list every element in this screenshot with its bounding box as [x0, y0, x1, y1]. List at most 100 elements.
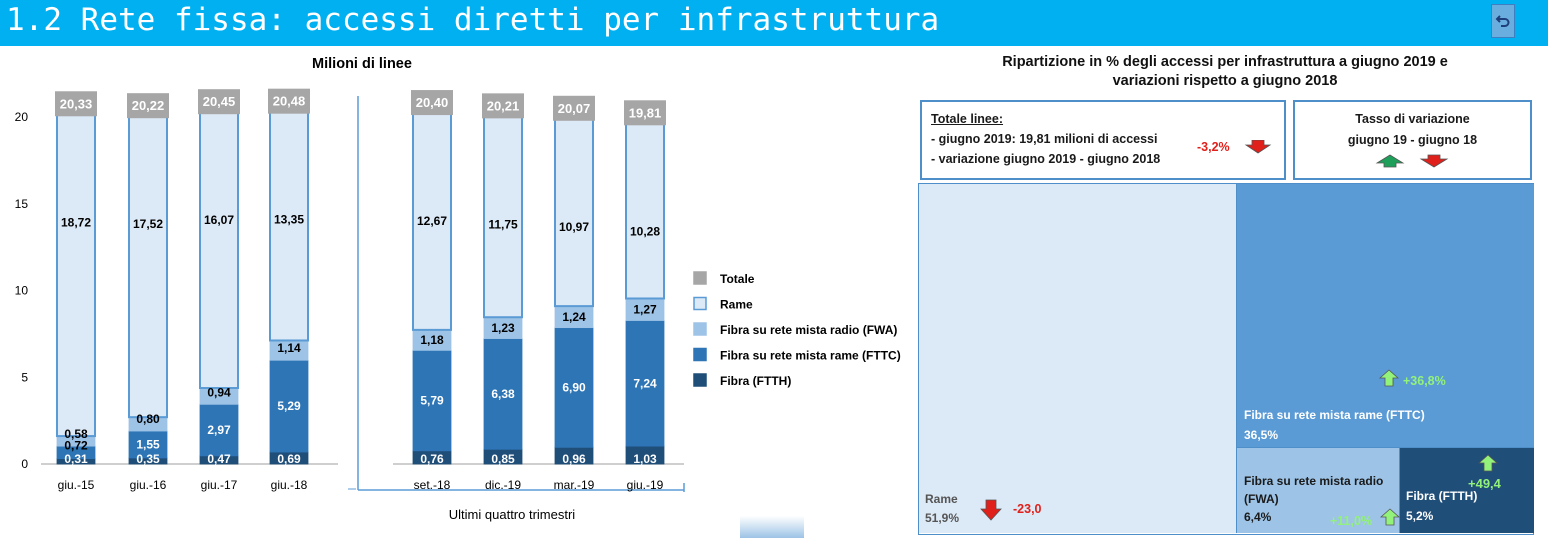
total-box [268, 88, 310, 114]
bar-value-label: 2,97 [207, 423, 231, 437]
legend-swatch [693, 296, 707, 311]
total-label: 20,21 [487, 98, 520, 113]
treemap: Rame 51,9% -23,0 Fibra su rete mista ram… [918, 183, 1534, 535]
bar-segment-rame [625, 119, 665, 300]
fttc-name: Fibra su rete mista rame (FTTC) [1244, 408, 1425, 422]
bar-segment-rame [56, 110, 96, 438]
up-arrow-icon [1375, 154, 1405, 168]
rame-change: -23,0 [1013, 502, 1042, 516]
bar-segment-rame [128, 112, 168, 419]
scroll-strip [740, 516, 804, 538]
y-tick-label: 20 [15, 110, 29, 124]
bar-value-label: 10,97 [559, 220, 589, 234]
ftth-name: Fibra (FTTH) [1406, 489, 1478, 503]
bar-value-label: 0,76 [420, 452, 444, 466]
bar-value-label: 7,24 [633, 376, 657, 390]
down-arrow-icon [1244, 140, 1272, 154]
x-tick-label: mar.-19 [554, 478, 595, 492]
ftth-pct: 5,2% [1406, 509, 1434, 523]
bar-segment-fttc [269, 359, 309, 453]
total-label: 20,33 [60, 96, 93, 111]
legend-label: Fibra (FTTH) [720, 374, 791, 388]
treemap-cell-rame: Rame 51,9% -23,0 [919, 184, 1237, 533]
bar-value-label: 16,07 [204, 213, 234, 227]
bar-value-label: 1,24 [562, 310, 586, 324]
back-arrow-icon [1495, 15, 1510, 27]
total-label: 20,22 [132, 98, 165, 113]
totale-box: Totale linee: - giugno 2019: 19,81 milio… [920, 100, 1286, 180]
back-button[interactable] [1491, 4, 1515, 38]
bar-value-label: 1,14 [277, 341, 301, 355]
bar-value-label: 6,90 [562, 380, 586, 394]
total-label: 20,45 [203, 94, 236, 109]
x-tick-label: giu.-19 [627, 478, 664, 492]
bar-value-label: 0,85 [491, 452, 515, 466]
legend-label: Rame [720, 298, 753, 312]
bar-value-label: 1,23 [491, 321, 515, 335]
total-label: 20,07 [558, 101, 591, 116]
legend-swatch [693, 373, 707, 387]
rame-pct: 51,9% [925, 511, 960, 525]
y-tick-label: 10 [15, 284, 29, 298]
bar-value-label: 12,67 [417, 214, 447, 228]
up-arrow-icon [1379, 369, 1399, 387]
bar-value-label: 11,75 [488, 217, 518, 231]
fwa-change: +11,0% [1330, 514, 1373, 528]
bar-value-label: 5,79 [420, 394, 444, 408]
treemap-cell-fttc: Fibra su rete mista rame (FTTC) 36,5% +3… [1237, 184, 1534, 448]
down-arrow-icon [980, 499, 1002, 521]
bar-segment-rame [269, 107, 309, 342]
rame-name: Rame [925, 492, 958, 506]
legend-label: Fibra su rete mista radio (FWA) [720, 323, 897, 337]
x-tick-label: set.-18 [414, 478, 451, 492]
x-tick-label: dic.-19 [485, 478, 521, 492]
bar-segment-fttc [199, 403, 239, 457]
legend-label: Totale [720, 272, 755, 286]
treemap-cell-ftth: Fibra (FTTH) 5,2% +49,4 [1400, 448, 1534, 533]
bar-value-label: 0,69 [277, 452, 301, 466]
bar-value-label: 0,58 [64, 427, 88, 441]
bar-value-label: 0,80 [136, 412, 160, 426]
legend-swatch [693, 347, 707, 362]
down-arrow-icon [1419, 154, 1449, 168]
page-header: 1.2 Rete fissa: accessi diretti per infr… [0, 0, 1548, 46]
total-box [198, 89, 240, 115]
total-box [411, 90, 453, 116]
bar-value-label: 1,03 [633, 452, 657, 466]
fttc-pct: 36,5% [1244, 428, 1279, 442]
bar-value-label: 13,35 [274, 213, 304, 227]
fttc-change: +36,8% [1403, 374, 1446, 388]
x-tick-label: giu.-17 [201, 478, 238, 492]
tasso-line2: giugno 19 - giugno 18 [1347, 133, 1478, 147]
y-tick-label: 15 [15, 197, 29, 211]
total-box [55, 91, 97, 117]
y-tick-label: 5 [21, 370, 28, 384]
total-label: 19,81 [629, 105, 662, 120]
up-arrow-icon [1478, 454, 1498, 472]
up-arrow-icon [1380, 508, 1400, 526]
total-box [624, 100, 666, 126]
totale-heading: Totale linee: [931, 112, 1004, 126]
x-tick-label: giu.-18 [271, 478, 308, 492]
total-label: 20,48 [273, 94, 306, 109]
bar-segment-rame [554, 114, 594, 308]
bar-value-label: 1,18 [420, 333, 444, 347]
bar-value-label: 10,28 [630, 224, 660, 238]
total-box [482, 93, 524, 119]
bar-segment-fttc [128, 430, 168, 459]
legend-swatch [693, 271, 707, 285]
bar-value-label: 0,72 [64, 439, 88, 453]
right-title: Ripartizione in % degli accessi per infr… [1002, 54, 1448, 89]
legend-label: Fibra su rete mista rame (FTTC) [720, 349, 901, 363]
totale-line2: - variazione giugno 2019 - giugno 2018 [931, 152, 1161, 166]
fwa-name: Fibra su rete mista radio (FWA) [1244, 474, 1384, 506]
bar-value-label: 0,96 [562, 452, 586, 466]
bar-value-label: 0,47 [207, 452, 231, 466]
x-tick-label: giu.-16 [130, 478, 167, 492]
bar-segment-fttc [625, 320, 665, 447]
bar-segment-fttc [554, 327, 594, 448]
group-label: Ultimi quattro trimestri [449, 507, 576, 522]
total-box [553, 95, 595, 121]
